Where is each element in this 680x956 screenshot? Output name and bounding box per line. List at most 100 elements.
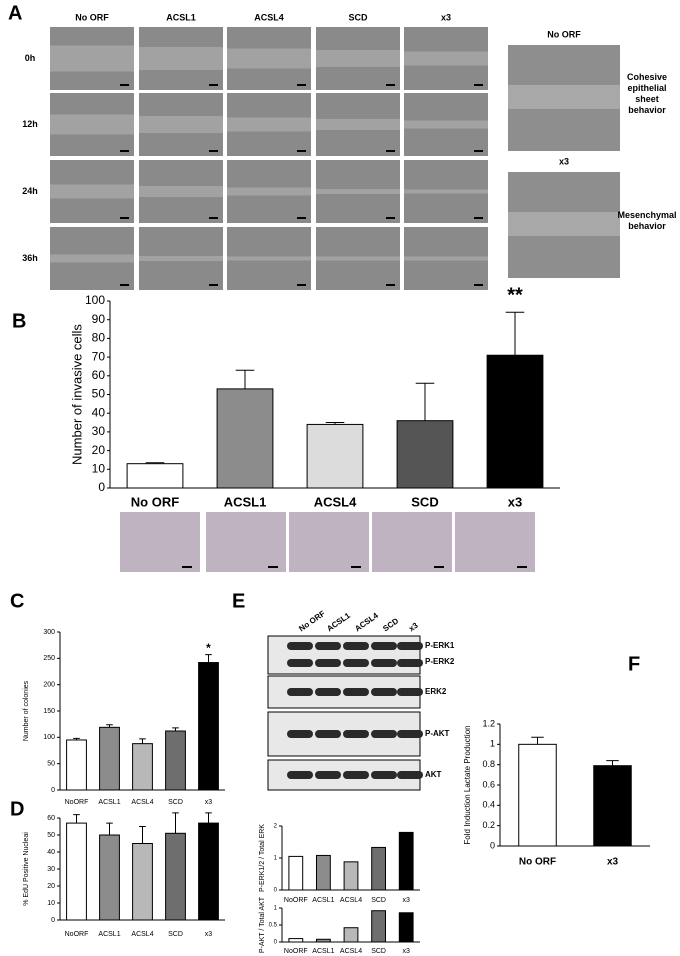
wound-gap: [316, 119, 400, 130]
blot-band: [315, 659, 341, 667]
y-tick-label: 1: [274, 906, 278, 912]
scale-bar: [474, 150, 483, 152]
x-tick-label: SCD: [168, 931, 183, 938]
scale-bar: [209, 84, 218, 86]
y-tick-label: 30: [47, 866, 55, 873]
bar: [316, 938, 331, 943]
bar: [288, 855, 304, 891]
error-bar: [73, 814, 80, 824]
scale-bar: [297, 84, 306, 86]
y-tick-label: 0: [274, 940, 278, 946]
y-tick-label: 10: [92, 461, 106, 475]
bar: [126, 463, 184, 489]
scale-bar: [474, 84, 483, 86]
blot-panel: [267, 635, 421, 675]
bar: [198, 822, 219, 921]
y-tick-label: 20: [47, 883, 55, 890]
scale-bar: [120, 84, 129, 86]
panel-letter: C: [10, 590, 24, 612]
x-tick-label: x3: [205, 799, 213, 806]
column-label: ACSL1: [166, 12, 196, 22]
error-bar: [145, 462, 165, 464]
column-label: ACSL4: [254, 12, 284, 22]
wound-gap: [404, 189, 488, 194]
y-axis-label: % EdU Positive Nucleai: [23, 832, 30, 906]
wound-gap: [139, 186, 223, 197]
y-tick-label: 100: [43, 734, 55, 741]
panel-letter: D: [10, 798, 24, 820]
scale-bar: [120, 217, 129, 219]
invasion-image: [455, 512, 535, 572]
band-label: ERK2: [425, 687, 447, 696]
wound-gap: [227, 48, 311, 69]
wound-gap: [50, 45, 134, 72]
bar: [132, 743, 153, 791]
x-tick-label: NoORF: [284, 897, 308, 904]
bar: [165, 730, 186, 791]
band-label: P-ERK1: [425, 641, 455, 650]
lane-label: ACSL4: [353, 611, 380, 634]
y-tick-label: 0: [98, 480, 105, 494]
wound-gap: [404, 51, 488, 66]
column-label: SCD: [348, 12, 368, 22]
wound-gap: [50, 184, 134, 199]
x-tick-label: NoORF: [65, 799, 89, 806]
y-tick-label: 50: [92, 387, 106, 401]
y-axis-label: Number of colonies: [23, 680, 30, 741]
blot-band: [343, 688, 369, 696]
y-tick-label: 0: [274, 888, 278, 894]
scale-bar: [386, 84, 395, 86]
x-tick-label: ACSL1: [312, 897, 334, 904]
y-tick-label: 40: [47, 849, 55, 856]
y-tick-label: 0.6: [482, 779, 495, 789]
x-tick-label: SCD: [371, 948, 386, 955]
y-tick-label: 300: [43, 629, 55, 636]
wound-gap: [316, 256, 400, 261]
panel-letter: E: [232, 590, 245, 612]
error-bar: [172, 812, 179, 834]
bar: [165, 832, 186, 921]
x-tick-label: ACSL1: [98, 931, 120, 938]
y-tick-label: 50: [47, 761, 55, 768]
bar: [371, 846, 387, 891]
band-label: AKT: [425, 770, 442, 779]
wound-gap: [404, 120, 488, 129]
invasion-image: [120, 512, 200, 572]
y-tick-label: 90: [92, 312, 106, 326]
y-tick-label: 250: [43, 655, 55, 662]
blot-band: [287, 730, 313, 738]
y-tick-label: 0.5: [269, 923, 278, 929]
x-tick-label: x3: [607, 857, 619, 868]
wound-gap: [139, 47, 223, 70]
blot-band: [371, 771, 397, 779]
scale-bar: [474, 284, 483, 286]
x-tick-label: SCD: [411, 494, 438, 509]
bar: [343, 861, 359, 891]
y-axis-label: P-AKT / Total AKT: [259, 896, 266, 953]
scale-bar: [209, 217, 218, 219]
error-bar: [205, 654, 212, 663]
x-tick-label: ACSL4: [131, 799, 153, 806]
bar: [593, 765, 632, 847]
y-tick-label: 60: [47, 815, 55, 822]
error-bar: [106, 724, 113, 728]
scale-bar: [120, 284, 129, 286]
blot-band: [315, 730, 341, 738]
x-tick-label: No ORF: [131, 494, 179, 509]
blot-band: [287, 771, 313, 779]
bar: [343, 927, 359, 943]
bar: [99, 726, 120, 791]
band-label: P-ERK2: [425, 657, 455, 666]
scale-bar: [209, 150, 218, 152]
wound-gap: [139, 116, 223, 133]
side-caption: Cohesive epithelial sheet behavior: [626, 72, 668, 115]
y-tick-label: 1: [490, 739, 495, 749]
y-tick-label: 30: [92, 424, 106, 438]
scale-bar: [517, 566, 527, 568]
bar: [316, 854, 331, 891]
y-tick-label: 0.8: [482, 759, 495, 769]
side-title: No ORF: [547, 29, 581, 39]
x-tick-label: ACSL1: [224, 494, 267, 509]
x-tick-label: ACSL4: [340, 948, 362, 955]
